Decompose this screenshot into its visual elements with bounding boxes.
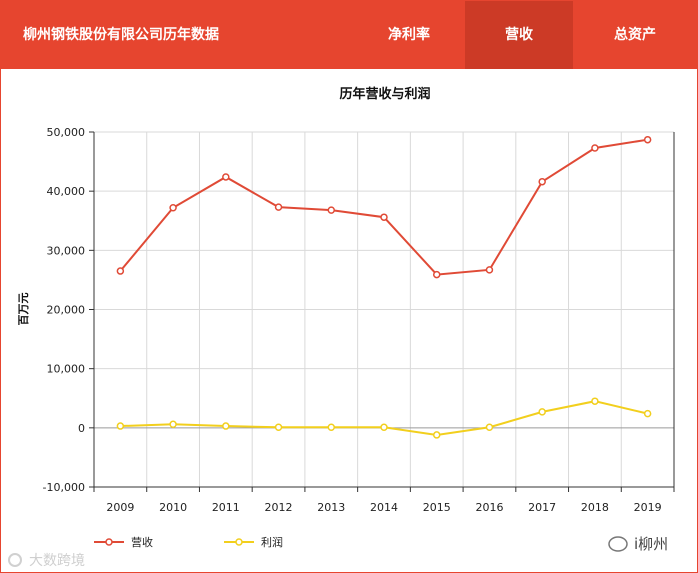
revenue-point[interactable] [538, 177, 546, 186]
series-layer [116, 135, 652, 439]
x-tick-label: 2014 [370, 501, 398, 514]
x-tick-label: 2015 [423, 501, 451, 514]
x-tick-label: 2016 [475, 501, 503, 514]
revenue-point[interactable] [485, 266, 494, 274]
profit-point[interactable] [116, 422, 125, 430]
y-tick-label: 20,000 [47, 304, 86, 317]
profit-point[interactable] [327, 423, 336, 431]
watermark-logo-icon [8, 553, 22, 567]
profit-point[interactable] [485, 423, 494, 431]
company-title: 柳州钢铁股份有限公司历年数据 [23, 27, 219, 43]
y-tick-label: 30,000 [47, 244, 86, 257]
watermark-right-text: i柳州 [634, 535, 668, 553]
x-tick-label: 2009 [106, 501, 134, 514]
tab-revenue[interactable]: 营收 [465, 1, 573, 69]
x-tick-label: 2010 [159, 501, 187, 514]
x-tick-label: 2011 [212, 501, 240, 514]
tab-net-margin[interactable]: 净利率 [388, 27, 430, 43]
x-tick-label: 2017 [528, 501, 556, 514]
x-tick-label: 2019 [634, 501, 662, 514]
x-axis-ticks: 2009 2010 2011 2012 2013 2014 2015 2016 2017 2018… [93, 487, 675, 514]
x-tick-label: 2012 [265, 501, 293, 514]
y-tick-label: 40,000 [47, 185, 86, 198]
legend: 营收 利润 [94, 535, 283, 549]
y-axis-ticks: -10,000 0 10,000 20,000 30,000 40,000 50,000 [43, 126, 94, 494]
legend-label-revenue[interactable]: 营收 [131, 535, 153, 549]
y-tick-label: 50,000 [47, 126, 86, 139]
profit-point[interactable] [274, 423, 283, 431]
gridlines [93, 131, 675, 488]
watermark-right: i柳州 [608, 535, 668, 553]
watermark-left: 大数跨境 [8, 553, 85, 569]
y-tick-label: -10,000 [43, 481, 85, 494]
profit-point[interactable] [169, 420, 177, 429]
legend-marker-profit [235, 538, 243, 546]
revenue-point[interactable] [222, 173, 230, 181]
revenue-point[interactable] [116, 267, 125, 275]
profit-point[interactable] [538, 408, 546, 416]
revenue-point[interactable] [432, 270, 441, 279]
profit-point[interactable] [380, 423, 388, 431]
revenue-point[interactable] [169, 203, 177, 212]
header-bar: 柳州钢铁股份有限公司历年数据 净利率 营收 总资产 [1, 1, 697, 69]
revenue-point[interactable] [643, 135, 652, 144]
legend-label-profit[interactable]: 利润 [261, 535, 283, 549]
revenue-point[interactable] [591, 144, 599, 152]
profit-point[interactable] [591, 397, 599, 405]
x-tick-label: 2018 [581, 501, 609, 514]
revenue-point[interactable] [327, 206, 336, 214]
y-tick-label: 10,000 [47, 363, 86, 376]
revenue-point[interactable] [274, 203, 283, 211]
revenue-point[interactable] [380, 213, 388, 221]
wechat-icon [608, 536, 628, 552]
tab-total-assets[interactable]: 总资产 [614, 27, 656, 43]
watermark-left-text: 大数跨境 [29, 553, 85, 569]
profit-point[interactable] [432, 431, 441, 439]
x-tick-label: 2013 [317, 501, 345, 514]
y-axis-label: 百万元 [17, 293, 30, 326]
chart-title: 历年营收与利润 [339, 86, 430, 102]
legend-marker-revenue [105, 538, 113, 546]
profit-point[interactable] [643, 409, 652, 418]
y-tick-label: 0 [78, 422, 85, 435]
profit-point[interactable] [222, 422, 230, 430]
